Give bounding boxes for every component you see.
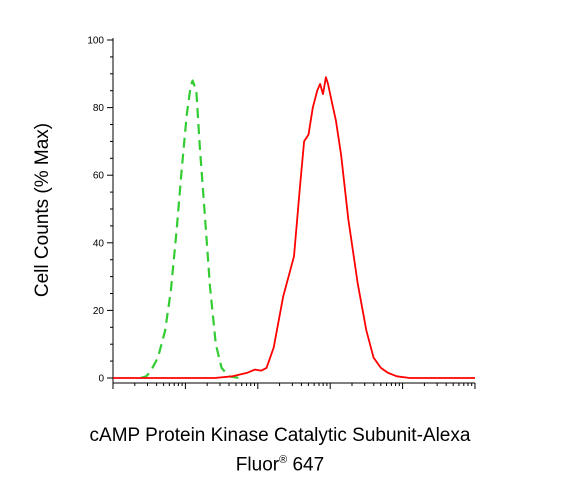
x-axis-label-line-1: cAMP Protein Kinase Catalytic Subunit-Al… — [89, 425, 471, 446]
x-axis-label: cAMP Protein Kinase Catalytic Subunit-Al… — [0, 424, 560, 477]
y-tick-label: 80 — [93, 103, 105, 114]
y-tick-label: 40 — [93, 238, 105, 249]
y-tick-label: 0 — [98, 374, 104, 385]
y-axis-label: Cell Counts (% Max) — [32, 123, 53, 297]
x-axis-ticks — [112, 383, 476, 389]
histogram-series — [113, 76, 475, 380]
x-axis-label-channel: 647 — [287, 454, 325, 476]
y-tick-label: 20 — [93, 306, 105, 317]
y-tick-label: 100 — [87, 36, 104, 47]
plot-frame — [112, 38, 475, 384]
y-tick-label: 60 — [93, 171, 105, 182]
x-axis-label-fluor: Fluor — [235, 454, 280, 476]
control-histogram-line — [140, 79, 240, 380]
x-axis-label-line-2: Fluor® 647 — [0, 448, 560, 477]
registered-mark: ® — [279, 454, 288, 466]
sample-histogram-line — [113, 76, 475, 379]
y-axis-ticks: 0 20 40 60 80 100 — [87, 36, 113, 385]
